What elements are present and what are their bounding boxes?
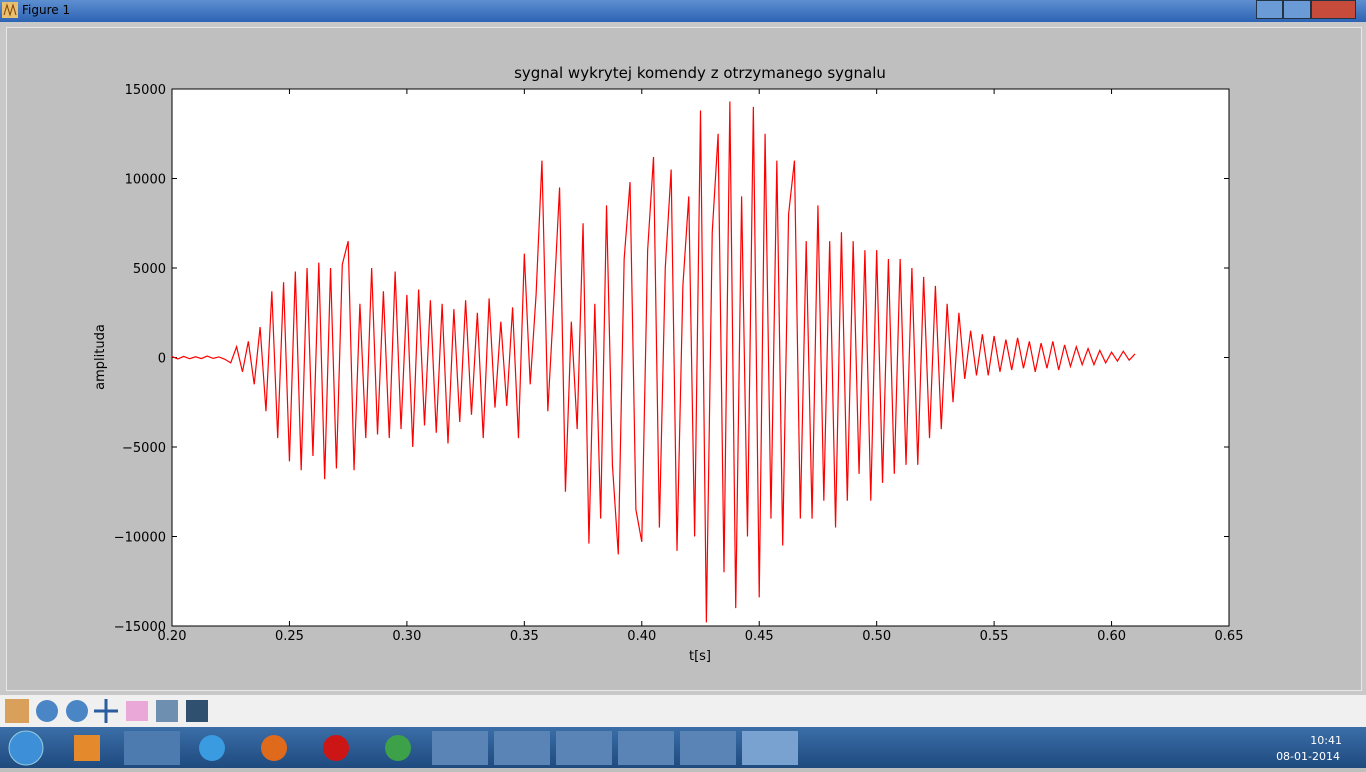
chart-title: sygnal wykrytej komendy z otrzymanego sy… [514,64,886,82]
app-icon [2,2,18,18]
pan-button[interactable] [94,699,118,723]
chart: sygnal wykrytej komendy z otrzymanego sy… [93,64,1244,664]
x-tick-label: 0.30 [392,629,421,644]
taskbar-app[interactable] [618,731,674,765]
back-button[interactable] [36,700,58,722]
x-tick-label: 0.40 [627,629,656,644]
maximize-button[interactable] [1283,0,1311,19]
y-tick-label: 15000 [125,83,166,98]
close-button[interactable] [1310,0,1356,19]
clock-date: 08-01-2014 [1276,750,1340,763]
y-axis-label: amplituda [93,324,108,390]
taskbar-app[interactable] [742,731,798,765]
signal-line [171,101,1136,623]
x-tick-label: 0.45 [745,629,774,644]
x-tick-label: 0.65 [1215,629,1244,644]
x-axis-label: t[s] [689,649,711,664]
window-controls [1256,0,1356,19]
taskbar-app[interactable] [556,731,612,765]
zoom-button[interactable] [126,701,148,721]
minimize-button[interactable] [1256,0,1284,19]
y-tick-label: 0 [158,352,166,367]
taskbar-app[interactable] [124,731,180,765]
x-tick-label: 0.50 [862,629,891,644]
x-tick-label: 0.25 [275,629,304,644]
y-tick-label: −10000 [114,531,166,546]
toolbar [0,695,1366,727]
taskbar-app[interactable] [680,731,736,765]
y-tick-label: −15000 [114,620,166,635]
x-tick-label: 0.20 [158,629,187,644]
y-tick-label: −5000 [122,441,166,456]
x-tick-label: 0.55 [980,629,1009,644]
taskbar-app[interactable] [494,731,550,765]
taskbar-app[interactable] [323,735,349,761]
window-title: Figure 1 [22,3,71,17]
x-tick-label: 0.35 [510,629,539,644]
taskbar-app[interactable] [261,735,287,761]
start-button[interactable] [8,730,44,766]
save-button[interactable] [186,700,208,722]
taskbar-app[interactable] [385,735,411,761]
forward-button[interactable] [66,700,88,722]
x-tick-label: 0.60 [1097,629,1126,644]
clock-time: 10:41 [1310,734,1342,747]
axes [171,88,1230,627]
subplots-button[interactable] [156,700,178,722]
title-bar: Figure 1 [0,0,1366,22]
taskbar-app[interactable] [74,735,100,761]
home-button[interactable] [5,699,29,723]
taskbar: 10:41 08-01-2014 [0,727,1366,768]
y-tick-label: 10000 [125,173,166,188]
y-tick-label: 5000 [133,262,166,277]
taskbar-app[interactable] [432,731,488,765]
taskbar-icons [8,730,798,766]
taskbar-app[interactable] [199,735,225,761]
toolbar-icons [5,699,208,723]
